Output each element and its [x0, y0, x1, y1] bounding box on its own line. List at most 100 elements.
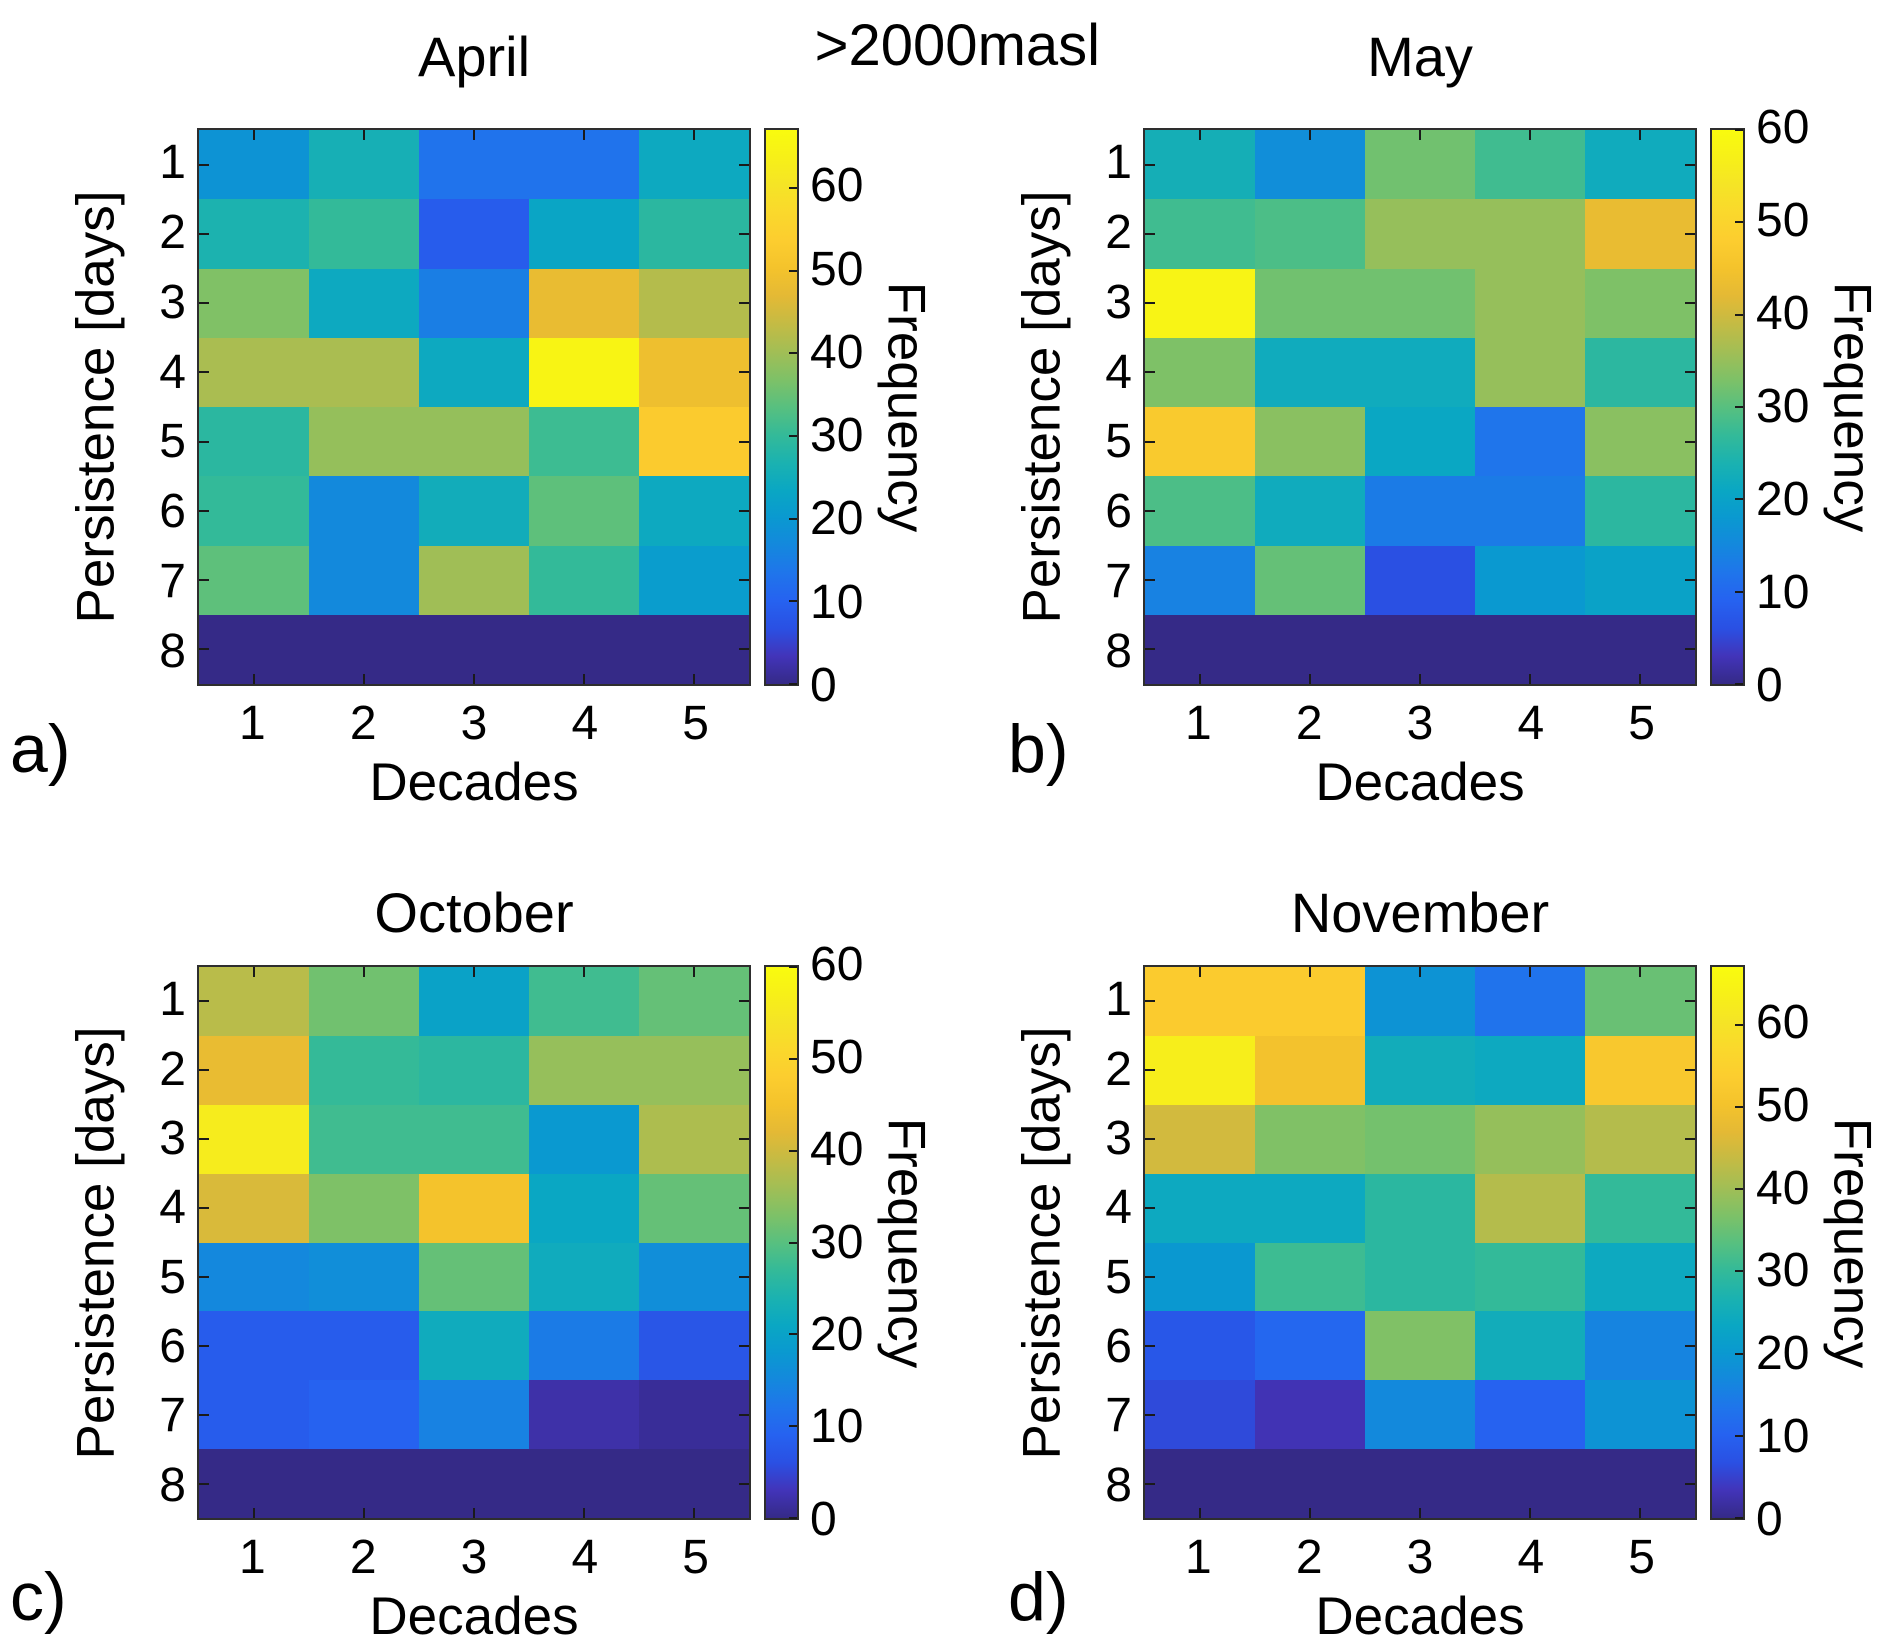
x-axis-label: Decades: [369, 753, 579, 812]
y-tick-label: 7: [159, 554, 186, 608]
y-tick-label: 7: [1105, 554, 1132, 608]
heatmap-cell: [1475, 130, 1585, 200]
x-tick-mark: [693, 674, 695, 684]
y-tick-label: 3: [159, 275, 186, 329]
y-tick-mark: [739, 440, 749, 443]
heatmap-cell: [1255, 337, 1365, 407]
y-tick-mark: [739, 1000, 749, 1003]
figure-title: >2000masl: [814, 13, 1101, 78]
heatmap-cell: [1475, 476, 1585, 546]
y-tick-mark: [1145, 1207, 1155, 1210]
y-tick-mark: [1685, 1413, 1695, 1416]
heatmap-cell: [419, 199, 529, 269]
x-tick-mark: [473, 1508, 475, 1518]
colorbar-tick-mark: [1735, 1188, 1743, 1191]
x-tick-label: 2: [1295, 1531, 1323, 1584]
colorbar-tick-mark: [789, 1149, 797, 1152]
heatmap-cell: [199, 199, 309, 269]
heatmap-cell: [1475, 1173, 1585, 1243]
y-tick-mark: [739, 648, 749, 651]
heatmap-cell: [1365, 476, 1475, 546]
colorbar-tick-label: 30: [810, 1215, 864, 1269]
heatmap-cell: [419, 268, 529, 338]
heatmap-cell: [199, 1173, 309, 1243]
y-tick-mark: [1685, 1482, 1695, 1485]
heatmap-cell: [1585, 967, 1695, 1036]
y-tick-mark: [199, 302, 209, 305]
x-tick-mark: [1529, 130, 1531, 140]
heatmap-cell: [1145, 476, 1255, 546]
x-axis-label: Decades: [1315, 1587, 1525, 1646]
y-tick-mark: [199, 1482, 209, 1485]
heatmap-cell: [639, 407, 749, 477]
colorbar-tick-mark: [1735, 1434, 1743, 1437]
heatmap-cell: [639, 1242, 749, 1312]
heatmap-cell: [529, 1380, 639, 1450]
heatmap-cell: [639, 614, 749, 684]
x-tick-mark: [1199, 967, 1201, 977]
heatmap-cell: [1255, 545, 1365, 615]
colorbar-tick-mark: [1735, 1023, 1743, 1026]
heatmap-cell: [309, 1104, 419, 1174]
colorbar-label: Frequency: [876, 1117, 936, 1368]
y-tick-mark: [739, 1138, 749, 1141]
y-tick-mark: [1145, 302, 1155, 305]
y-tick-mark: [739, 163, 749, 166]
heatmap-cell: [639, 268, 749, 338]
x-tick-mark: [1309, 967, 1311, 977]
heatmap-cell: [1145, 967, 1255, 1036]
x-axis-label: Decades: [1315, 753, 1525, 812]
x-tick-mark: [363, 130, 365, 140]
y-tick-label: 1: [1105, 973, 1132, 1027]
heatmap-cell: [1255, 1311, 1365, 1381]
heatmap-cell: [419, 1104, 529, 1174]
heatmap-cell: [1145, 1173, 1255, 1243]
x-tick-labels: 1 2 3 4 5: [1143, 1530, 1697, 1585]
y-tick-mark: [199, 440, 209, 443]
heatmap-cell: [1145, 199, 1255, 269]
heatmap-cell: [309, 199, 419, 269]
colorbar-tick-label: 40: [810, 325, 864, 379]
y-tick-mark: [199, 1138, 209, 1141]
x-tick-labels: 1 2 3 4 5: [1143, 696, 1697, 751]
y-tick-mark: [739, 302, 749, 305]
x-tick-label: 1: [1185, 1531, 1212, 1584]
heatmap-cell: [419, 545, 529, 615]
x-tick-label: 5: [682, 1531, 709, 1584]
x-tick-label: 2: [349, 697, 377, 750]
heatmap-cell: [1585, 1242, 1695, 1312]
heatmap-cell: [1475, 199, 1585, 269]
x-tick-mark: [583, 674, 585, 684]
heatmap-cell: [1365, 967, 1475, 1036]
y-tick-label: 6: [1105, 485, 1132, 539]
y-tick-label: 2: [159, 206, 186, 260]
colorbar-tick-label: 50: [810, 1030, 864, 1084]
x-axis-label: Decades: [369, 1587, 579, 1646]
colorbar-tick-label: 50: [1756, 1078, 1810, 1132]
x-tick-label: 2: [1295, 697, 1323, 750]
heatmap-cell: [1255, 1242, 1365, 1312]
heatmap-cell: [1585, 614, 1695, 684]
heatmap-cell: [529, 1242, 639, 1312]
y-tick-label: 8: [159, 624, 186, 678]
colorbar-tick-label: 60: [810, 159, 864, 213]
colorbar-tick-label: 10: [1756, 1410, 1810, 1464]
colorbar-tick-mark: [1735, 1270, 1743, 1273]
heatmap-cell: [1365, 337, 1475, 407]
heatmap-cell: [1365, 614, 1475, 684]
y-tick-mark: [1145, 1000, 1155, 1003]
heatmap-cell: [1365, 1311, 1475, 1381]
colorbar-label: Frequency: [1822, 1117, 1882, 1368]
x-tick-mark: [1529, 1508, 1531, 1518]
x-tick-mark: [473, 674, 475, 684]
y-tick-label: 5: [159, 1250, 186, 1304]
colorbar-tick-label: 0: [1756, 659, 1783, 712]
heatmap-cell: [1255, 268, 1365, 338]
y-tick-label: 2: [1105, 206, 1132, 260]
heatmap-cell: [1145, 614, 1255, 684]
heatmap-cell: [1365, 1380, 1475, 1450]
heatmap-cell: [529, 614, 639, 684]
y-tick-label: 8: [159, 1458, 186, 1512]
y-tick-label: 6: [159, 485, 186, 539]
y-tick-label: 3: [1105, 1111, 1132, 1165]
